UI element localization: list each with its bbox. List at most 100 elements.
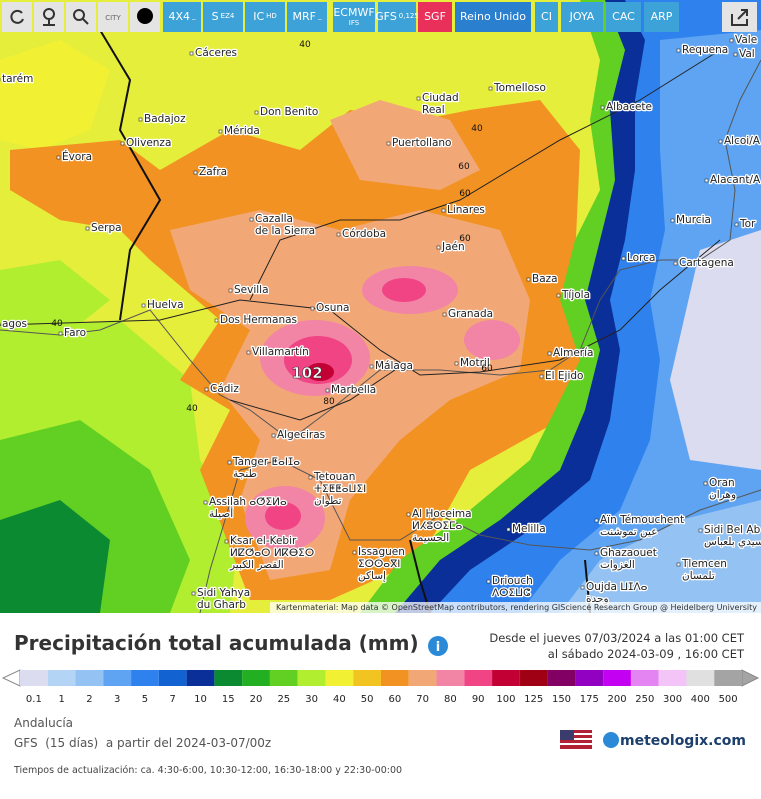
city-marker — [506, 527, 511, 532]
city-marker — [698, 528, 703, 533]
share-button[interactable] — [722, 2, 757, 32]
button-label: SGF — [424, 10, 446, 24]
button-label: ECMWF — [333, 5, 375, 19]
road — [249, 49, 721, 301]
location-button[interactable] — [34, 2, 64, 32]
legend-arrow — [1, 669, 21, 687]
city-label: وهران — [709, 489, 736, 501]
city-label: Mérida — [224, 125, 260, 137]
coastline — [0, 59, 761, 441]
model-button[interactable]: SGF — [418, 2, 452, 32]
legend-swatch — [492, 670, 520, 686]
city-marker — [556, 293, 561, 298]
city-label: Vale — [735, 34, 757, 46]
city-label: Marbella — [331, 384, 376, 396]
city-label: Driouch — [492, 575, 533, 587]
model-button[interactable]: GFS 0,125 — [375, 2, 419, 32]
legend-label: 150 — [552, 694, 571, 705]
city-label: Issaguen — [358, 546, 405, 558]
city-label: سيدي بلعباس — [704, 536, 761, 548]
city-button[interactable]: CITY — [98, 2, 128, 32]
road — [0, 239, 721, 376]
model-button[interactable]: MRF _ — [287, 2, 327, 32]
refresh-button[interactable] — [2, 2, 32, 32]
city-marker — [734, 222, 739, 227]
model-button[interactable]: S EZ4 — [203, 2, 243, 32]
city-label: Osuna — [316, 302, 349, 314]
info-button[interactable] — [428, 636, 448, 656]
legend-label: 60 — [389, 694, 402, 705]
button-label: IC — [253, 10, 265, 24]
city-marker — [526, 277, 531, 282]
button-row: IC HD — [253, 11, 277, 23]
city-marker — [352, 550, 357, 555]
city-label: Al Hoceima — [412, 508, 472, 520]
button-sub: _ — [192, 12, 196, 21]
model-button[interactable]: Reino Unido — [455, 2, 531, 32]
city-marker — [246, 350, 251, 355]
model-button[interactable]: 4X4 _ — [163, 2, 201, 32]
city-marker — [621, 256, 626, 261]
city-marker — [733, 52, 738, 57]
city-label: Huelva — [147, 299, 184, 311]
legend-label: 20 — [250, 694, 263, 705]
button-sub: 0,125 — [398, 12, 419, 21]
button-row: ARP — [651, 11, 673, 23]
city-label: Baza — [532, 273, 558, 285]
button-sub: HD — [266, 12, 277, 21]
city-label: عين تموشنت — [600, 526, 657, 538]
model-button[interactable]: ECMWF IFS — [333, 2, 375, 32]
legend-swatch — [297, 670, 326, 686]
legend-label: 500 — [719, 694, 738, 705]
model-button[interactable]: ARP — [644, 2, 679, 32]
button-label: S — [211, 10, 219, 24]
button-sub: _ — [317, 12, 322, 21]
icon — [731, 9, 748, 26]
legend-label: 300 — [663, 694, 682, 705]
model-button[interactable]: JOYA — [561, 2, 603, 32]
model-button[interactable]: CAC — [606, 2, 641, 32]
city-marker — [441, 208, 446, 213]
city-label: du Gharb — [197, 599, 246, 611]
model-button[interactable]: CI — [535, 2, 558, 32]
model-button[interactable]: IC HD — [245, 2, 285, 32]
city-label: Real — [422, 104, 445, 116]
legend-swatch — [436, 670, 465, 686]
field — [330, 100, 480, 190]
info-panel: Precipitación total acumulada (mm) i Des… — [0, 613, 761, 795]
icon — [43, 8, 55, 26]
city-label: Évora — [62, 150, 92, 163]
city-label: أصيلة — [209, 506, 233, 520]
icon: CITY — [105, 14, 121, 22]
city-label: إساكن — [358, 570, 386, 582]
marker-button[interactable] — [130, 2, 160, 32]
city-label: Lorca — [627, 252, 655, 264]
city-marker — [703, 481, 708, 486]
city-label: Cartagena — [679, 257, 734, 269]
legend-label: 250 — [635, 694, 654, 705]
city-marker — [249, 217, 254, 222]
field — [0, 260, 110, 340]
zoom-button[interactable] — [66, 2, 96, 32]
legend-swatch — [214, 670, 243, 686]
button-label: Reino Unido — [460, 10, 526, 24]
button-row: SGF — [424, 11, 446, 23]
city-marker — [325, 388, 330, 393]
city-marker — [670, 218, 675, 223]
button-label: MRF — [292, 10, 316, 24]
legend-label: 10 — [194, 694, 207, 705]
sea-field — [520, 30, 761, 613]
date-from: Desde el jueves 07/03/2024 a las 01:00 C… — [489, 631, 745, 645]
color-legend: 0.1 1 2 3 5 7 10 15 20 25 30 40 50 60 70 80 90 100 125 150 1… — [1, 669, 760, 705]
road — [229, 369, 396, 421]
city-label: الغزوات — [600, 559, 635, 571]
city-label: طنجة — [233, 468, 257, 480]
button-label: JOYA — [569, 10, 595, 24]
legend-swatch — [381, 670, 409, 686]
sea-field — [670, 230, 761, 470]
sea-field — [560, 500, 761, 613]
button-sub: EZ4 — [220, 12, 235, 21]
city-marker — [386, 141, 391, 146]
city-label: Cazalla — [255, 213, 293, 225]
city-marker — [193, 170, 198, 175]
